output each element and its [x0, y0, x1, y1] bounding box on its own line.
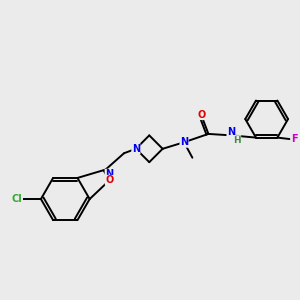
Text: N: N [132, 144, 140, 154]
Text: O: O [105, 176, 114, 185]
Text: N: N [227, 128, 235, 137]
Text: N: N [180, 137, 188, 147]
Text: N: N [105, 169, 113, 179]
Text: Cl: Cl [12, 194, 22, 204]
Text: O: O [198, 110, 206, 120]
Text: F: F [291, 134, 297, 144]
Text: H: H [233, 136, 241, 145]
